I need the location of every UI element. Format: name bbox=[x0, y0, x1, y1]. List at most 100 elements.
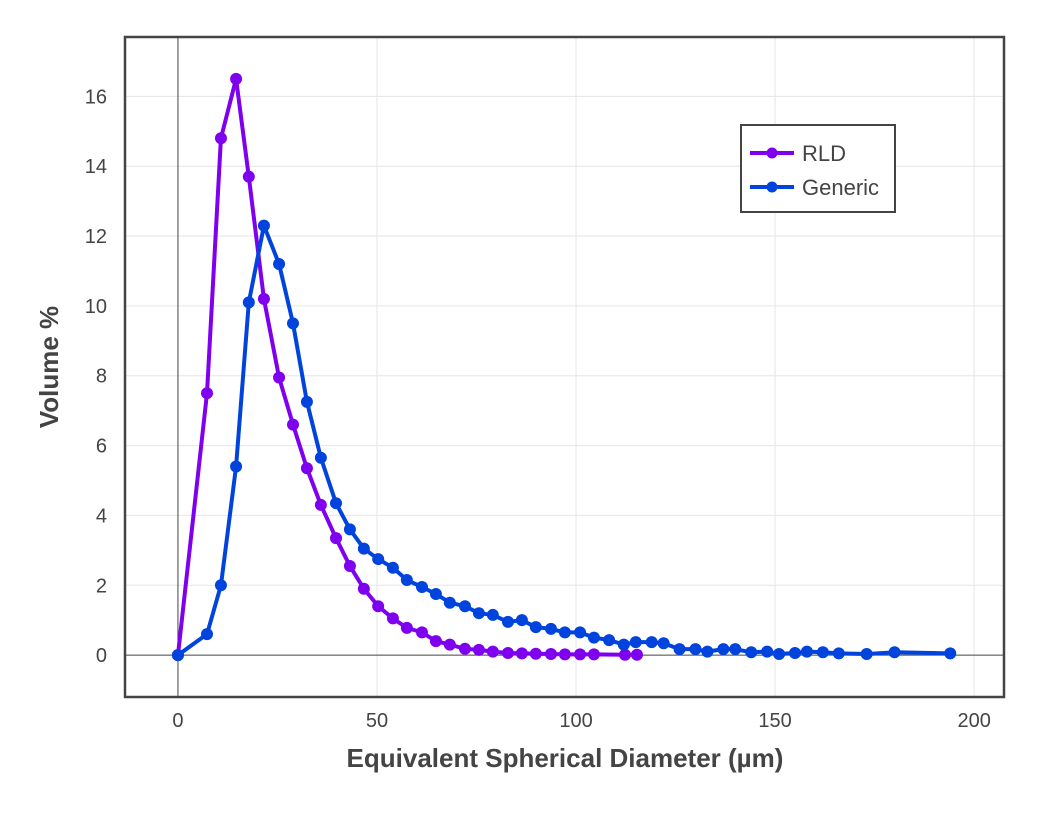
data-point-generic bbox=[816, 646, 829, 659]
x-tick-label: 150 bbox=[758, 710, 791, 732]
data-point-rld bbox=[286, 418, 299, 431]
legend-label-rld: RLD bbox=[802, 141, 846, 166]
x-tick-labels: 0 50 100 150 200 bbox=[172, 710, 990, 732]
x-tick-label: 50 bbox=[366, 710, 388, 732]
data-point-generic bbox=[745, 646, 758, 659]
legend-box bbox=[740, 124, 896, 213]
data-point-generic bbox=[329, 497, 342, 510]
y-tick-labels: 0 2 4 6 8 10 12 14 16 bbox=[85, 86, 107, 667]
data-point-rld bbox=[400, 621, 413, 634]
data-point-generic bbox=[773, 648, 786, 661]
y-tick-label: 2 bbox=[96, 575, 107, 597]
data-point-generic bbox=[171, 649, 184, 662]
data-point-generic bbox=[657, 637, 670, 650]
data-point-rld bbox=[486, 645, 499, 658]
data-point-generic bbox=[372, 553, 385, 566]
series-generic bbox=[171, 219, 957, 662]
data-point-generic bbox=[860, 648, 873, 661]
y-tick-label: 16 bbox=[85, 86, 107, 108]
plot-frame bbox=[123, 35, 1006, 699]
data-point-rld bbox=[472, 643, 485, 656]
data-point-generic bbox=[400, 574, 413, 587]
data-point-rld bbox=[458, 642, 471, 655]
data-point-rld bbox=[529, 647, 542, 660]
data-point-rld bbox=[242, 170, 255, 183]
y-tick-label: 0 bbox=[96, 645, 107, 667]
data-point-generic bbox=[701, 645, 714, 658]
data-point-rld bbox=[587, 648, 600, 661]
data-point-generic bbox=[515, 614, 528, 627]
series-line-rld bbox=[175, 76, 637, 657]
data-point-rld bbox=[619, 648, 632, 661]
data-point-generic bbox=[761, 645, 774, 658]
data-point-generic bbox=[558, 626, 571, 639]
y-tick-label: 12 bbox=[85, 226, 107, 248]
x-tick-label: 100 bbox=[559, 710, 592, 732]
data-point-rld bbox=[273, 371, 286, 384]
legend-label-generic: Generic bbox=[802, 175, 879, 200]
y-tick-label: 6 bbox=[96, 436, 107, 458]
data-point-generic bbox=[230, 460, 243, 473]
data-point-generic bbox=[603, 634, 616, 647]
data-point-generic bbox=[501, 615, 514, 628]
data-point-generic bbox=[689, 643, 702, 656]
y-tick-label: 4 bbox=[96, 505, 107, 527]
data-point-generic bbox=[645, 636, 658, 649]
data-point-rld bbox=[343, 560, 356, 573]
data-point-generic bbox=[574, 626, 587, 639]
y-tick-label: 8 bbox=[96, 366, 107, 388]
data-point-generic bbox=[717, 643, 730, 656]
data-point-generic bbox=[257, 219, 270, 232]
data-point-rld bbox=[257, 292, 270, 305]
data-point-generic bbox=[832, 647, 845, 660]
data-point-rld bbox=[357, 582, 370, 595]
data-point-generic bbox=[273, 257, 286, 270]
data-point-generic bbox=[944, 647, 957, 660]
data-point-rld bbox=[558, 648, 571, 661]
data-point-rld bbox=[501, 647, 514, 659]
series-line-generic bbox=[176, 223, 951, 657]
data-point-generic bbox=[386, 561, 399, 574]
series-rld bbox=[171, 72, 643, 662]
data-point-generic bbox=[729, 643, 742, 656]
y-tick-label: 10 bbox=[85, 296, 107, 318]
data-point-generic bbox=[629, 636, 642, 649]
data-point-generic bbox=[587, 631, 600, 644]
data-point-rld bbox=[443, 638, 456, 651]
data-point-generic bbox=[544, 622, 557, 635]
data-point-generic bbox=[472, 607, 485, 620]
data-point-generic bbox=[673, 643, 686, 656]
data-point-rld bbox=[314, 498, 327, 511]
data-point-rld bbox=[429, 635, 442, 648]
x-tick-label: 0 bbox=[172, 710, 183, 732]
data-point-rld bbox=[214, 132, 227, 145]
data-point-generic bbox=[343, 523, 356, 536]
data-point-rld bbox=[544, 648, 557, 661]
data-point-generic bbox=[314, 451, 327, 464]
data-point-generic bbox=[242, 296, 255, 309]
data-point-generic bbox=[800, 645, 813, 658]
data-point-rld bbox=[329, 532, 342, 545]
data-point-rld bbox=[386, 612, 399, 625]
data-point-generic bbox=[415, 581, 428, 593]
data-point-generic bbox=[357, 542, 370, 555]
data-point-rld bbox=[372, 600, 385, 613]
data-point-rld bbox=[415, 626, 428, 639]
data-point-generic bbox=[486, 608, 499, 621]
data-point-generic bbox=[529, 621, 542, 634]
data-point-generic bbox=[888, 646, 901, 659]
data-point-generic bbox=[201, 628, 214, 641]
data-point-generic bbox=[443, 596, 456, 609]
series-layer bbox=[171, 72, 957, 662]
data-point-rld bbox=[515, 647, 528, 660]
data-point-generic bbox=[458, 600, 471, 613]
data-point-generic bbox=[214, 579, 227, 592]
legend-marker-rld bbox=[766, 147, 778, 159]
data-point-rld bbox=[300, 462, 313, 475]
data-point-rld bbox=[230, 72, 243, 85]
legend: RLD Generic bbox=[740, 124, 896, 213]
data-point-generic bbox=[429, 587, 442, 600]
y-tick-label: 14 bbox=[85, 156, 107, 178]
x-axis-label: Equivalent Spherical Diameter (µm) bbox=[347, 743, 784, 773]
